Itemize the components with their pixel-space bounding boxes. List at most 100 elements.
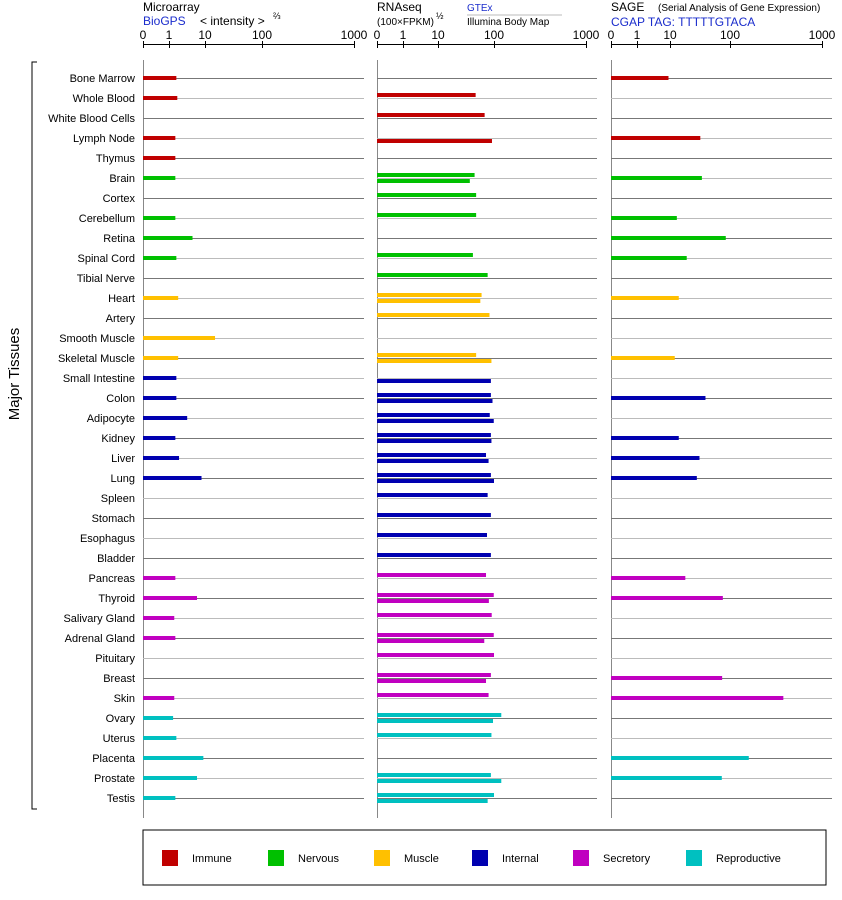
tissue-label: Artery bbox=[106, 313, 136, 325]
tissue-row: Brain bbox=[109, 173, 702, 185]
rnaseq-ibm-bar bbox=[377, 719, 494, 723]
rnaseq-source-gtex: GTEx bbox=[467, 3, 493, 14]
microarray-bar bbox=[143, 376, 177, 380]
rnaseq-tick-label: 10 bbox=[431, 28, 445, 42]
microarray-bar bbox=[143, 356, 179, 360]
microarray-bar bbox=[143, 736, 177, 740]
sage-tick-label: 100 bbox=[720, 28, 740, 42]
microarray-tick-label: 1 bbox=[166, 28, 173, 42]
legend-label: Secretory bbox=[603, 853, 651, 865]
tissue-row: Bladder bbox=[97, 553, 491, 565]
rnaseq-tick-label: 1 bbox=[400, 28, 407, 42]
rnaseq-source-ibm: Illumina Body Map bbox=[467, 17, 550, 28]
rnaseq-gtex-bar bbox=[377, 433, 491, 437]
tissue-row: Tibial Nerve bbox=[77, 273, 488, 285]
rnaseq-gtex-bar bbox=[377, 773, 491, 777]
microarray-bar bbox=[143, 396, 177, 400]
rnaseq-ibm-bar bbox=[377, 419, 494, 423]
microarray-bar bbox=[143, 76, 177, 80]
sage-bar bbox=[611, 136, 701, 140]
tissue-label: Uterus bbox=[103, 733, 136, 745]
tissue-label: Liver bbox=[111, 453, 135, 465]
tissue-label: Placenta bbox=[92, 753, 136, 765]
rnaseq-title: RNAseq bbox=[377, 0, 422, 14]
tissue-row: Stomach bbox=[92, 513, 491, 525]
rnaseq-gtex-bar bbox=[377, 113, 485, 117]
tissue-row: Thyroid bbox=[98, 593, 723, 605]
tissue-label: Stomach bbox=[92, 513, 135, 525]
rnaseq-ibm-bar bbox=[377, 679, 487, 683]
tissue-label: Heart bbox=[108, 293, 135, 305]
tissue-row: Uterus bbox=[103, 733, 492, 745]
rnaseq-header: RNAseq (100×FPKM) ½ GTEx Illumina Body M… bbox=[377, 0, 562, 28]
rnaseq-ibm-bar bbox=[377, 639, 485, 643]
tissue-label: Cerebellum bbox=[79, 213, 135, 225]
sage-bar bbox=[611, 676, 723, 680]
sage-title: SAGE bbox=[611, 0, 644, 14]
tissue-row: Whole Blood bbox=[73, 93, 476, 105]
legend-swatch bbox=[686, 850, 702, 866]
tissue-row: Breast bbox=[103, 673, 723, 685]
sage-bar bbox=[611, 476, 697, 480]
tissue-label: Tibial Nerve bbox=[77, 273, 135, 285]
rnaseq-gtex-bar bbox=[377, 613, 492, 617]
tissue-label: Colon bbox=[106, 393, 135, 405]
legend-swatch bbox=[268, 850, 284, 866]
sage-subtitle: (Serial Analysis of Gene Expression) bbox=[658, 3, 820, 14]
tissue-label: Esophagus bbox=[80, 533, 136, 545]
tissue-row: Pancreas bbox=[89, 573, 686, 585]
tissue-row: Cortex bbox=[103, 193, 477, 205]
tissue-label: Bladder bbox=[97, 553, 135, 565]
tissue-label: Ovary bbox=[106, 713, 136, 725]
tissue-row: Salivary Gland bbox=[63, 613, 492, 625]
tissue-row: White Blood Cells bbox=[48, 113, 485, 125]
microarray-bar bbox=[143, 616, 175, 620]
legend-label: Immune bbox=[192, 853, 232, 865]
tissue-row: Testis bbox=[107, 793, 494, 805]
rnaseq-ibm-bar bbox=[377, 599, 489, 603]
rnaseq-gtex-bar bbox=[377, 213, 477, 217]
tissue-label: Kidney bbox=[101, 433, 135, 445]
tissue-label: Spinal Cord bbox=[78, 253, 135, 265]
legend-swatch bbox=[573, 850, 589, 866]
microarray-bar bbox=[143, 436, 176, 440]
rnaseq-ibm-bar bbox=[377, 799, 488, 803]
tissue-label: Skeletal Muscle bbox=[58, 353, 135, 365]
microarray-bar bbox=[143, 796, 176, 800]
rnaseq-gtex-bar bbox=[377, 313, 490, 317]
microarray-bar bbox=[143, 136, 176, 140]
rnaseq-gtex-bar bbox=[377, 733, 492, 737]
rnaseq-gtex-bar bbox=[377, 253, 473, 257]
rnaseq-gtex-bar bbox=[377, 353, 477, 357]
tissue-label: Thyroid bbox=[98, 593, 135, 605]
legend-swatch bbox=[162, 850, 178, 866]
rnaseq-gtex-bar bbox=[377, 493, 488, 497]
legend-item-immune: Immune bbox=[162, 850, 232, 866]
sage-tick-label: 0 bbox=[608, 28, 615, 42]
tissue-label: Thymus bbox=[96, 153, 136, 165]
tissue-row: Kidney bbox=[101, 433, 679, 445]
microarray-header: Microarray BioGPS < intensity > ⅔ bbox=[143, 0, 281, 28]
sage-bar bbox=[611, 216, 677, 220]
microarray-bar bbox=[143, 296, 179, 300]
microarray-bar bbox=[143, 636, 176, 640]
tissue-row: Skeletal Muscle bbox=[58, 353, 675, 365]
rnaseq-gtex-bar bbox=[377, 453, 487, 457]
rnaseq-gtex-bar bbox=[377, 793, 494, 797]
legend-swatch bbox=[472, 850, 488, 866]
microarray-title: Microarray bbox=[143, 0, 200, 14]
sage-bar bbox=[611, 576, 686, 580]
tissue-row: Small Intestine bbox=[63, 373, 491, 385]
legend: Immune Nervous Muscle Internal Secretory Repr… bbox=[162, 850, 781, 866]
rnaseq-tick-label: 0 bbox=[374, 28, 381, 42]
tissue-label: Retina bbox=[103, 233, 136, 245]
rnaseq-gtex-bar bbox=[377, 673, 491, 677]
tissue-row: Pituitary bbox=[95, 653, 494, 665]
rnaseq-ibm-bar bbox=[377, 399, 493, 403]
tissue-row: Bone Marrow bbox=[70, 73, 669, 85]
legend-item-internal: Internal bbox=[472, 850, 539, 866]
rnaseq-tick-label: 1000 bbox=[573, 28, 600, 42]
microarray-bar bbox=[143, 336, 216, 340]
rnaseq-gtex-bar bbox=[377, 473, 491, 477]
microarray-tick-label: 0 bbox=[140, 28, 147, 42]
